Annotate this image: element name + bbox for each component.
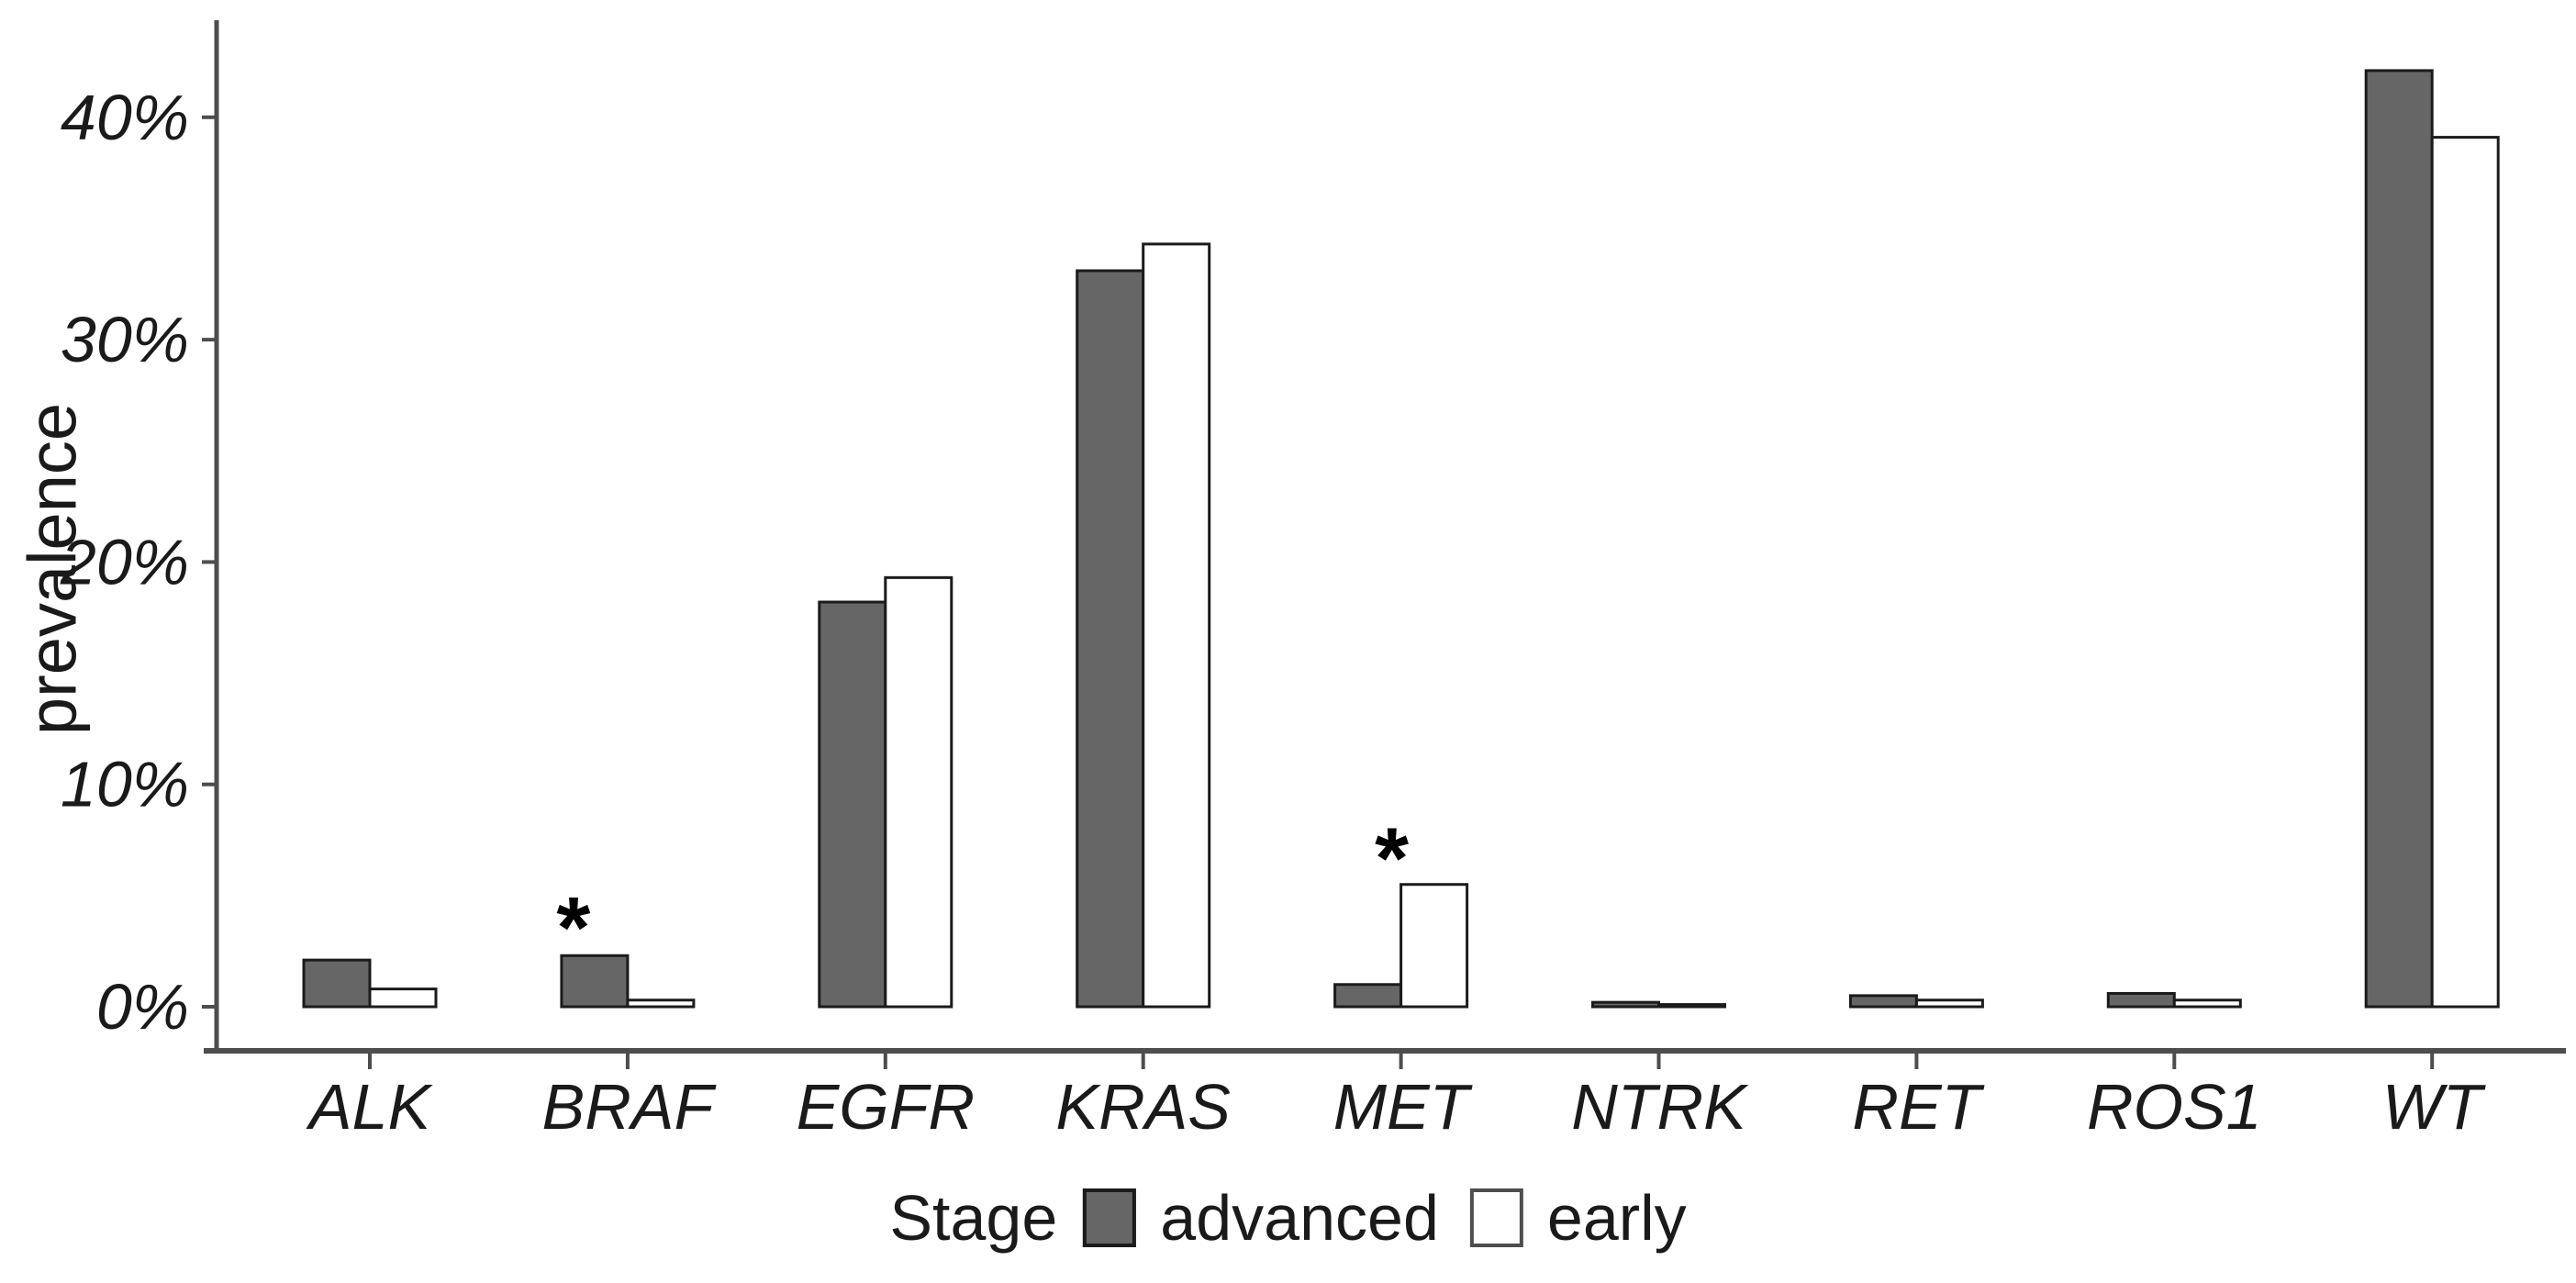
bar-kras-early <box>1142 242 1211 1009</box>
x-tick-label-ros1: ROS1 <box>2087 1071 2262 1143</box>
bar-kras-advanced <box>1076 269 1145 1009</box>
bar-ret-advanced <box>1848 994 1918 1009</box>
legend-item-label: early <box>1546 1182 1687 1254</box>
advanced-swatch-icon <box>1083 1188 1137 1247</box>
bar-ros1-advanced <box>2106 991 2176 1009</box>
bar-ntrk-advanced <box>1591 1000 1660 1009</box>
x-tick-label-kras: KRAS <box>1055 1071 1231 1143</box>
x-tick-label-ntrk: NTRK <box>1571 1071 1749 1143</box>
bar-ret-early <box>1914 999 1984 1009</box>
bar-met-advanced <box>1333 983 1403 1009</box>
axes-layer <box>202 20 2566 1069</box>
y-tick-label: 40% <box>61 82 189 153</box>
bar-egfr-advanced <box>818 600 887 1009</box>
x-tick-label-met: MET <box>1333 1071 1473 1143</box>
bar-ros1-early <box>2172 999 2242 1009</box>
x-tick-label-egfr: EGFR <box>797 1071 975 1143</box>
y-tick-label: 30% <box>61 304 189 375</box>
early-swatch-icon <box>1469 1188 1523 1247</box>
bar-alk-advanced <box>302 958 372 1009</box>
y-axis-title: prevalence <box>14 402 91 736</box>
bar-met-early <box>1400 883 1469 1009</box>
x-tick-label-wt: WT <box>2382 1071 2486 1143</box>
x-tick-label-alk: ALK <box>306 1071 434 1143</box>
legend-item-advanced: advanced <box>1083 1181 1439 1255</box>
bar-wt-advanced <box>2364 69 2434 1009</box>
y-tick-label: 0% <box>96 971 189 1043</box>
bar-alk-early <box>368 987 438 1009</box>
y-tick-label: 10% <box>61 749 189 820</box>
legend: Stage advanced early <box>889 1167 1686 1268</box>
bar-braf-advanced <box>560 954 630 1009</box>
bar-ntrk-early <box>1657 1003 1726 1009</box>
significance-asterisk-braf: * <box>556 879 590 976</box>
legend-item-early: early <box>1469 1181 1687 1255</box>
legend-item-label: advanced <box>1160 1182 1439 1254</box>
y-tick-label: 20% <box>60 526 189 597</box>
x-tick-label-braf: BRAF <box>542 1071 718 1143</box>
bar-wt-early <box>2430 136 2500 1009</box>
annotations-layer: ** <box>556 810 1409 976</box>
x-tick-label-ret: RET <box>1852 1071 1984 1143</box>
tick-labels-layer: 0% 10% 20% 30% 40% ALK BRAF EGFR KRAS MET NTRK RET R… <box>60 82 2486 1143</box>
bars-layer <box>302 69 2500 1009</box>
bar-braf-early <box>626 999 696 1009</box>
significance-asterisk-met: * <box>1375 810 1409 908</box>
legend-title: Stage <box>889 1182 1058 1254</box>
bar-egfr-early <box>884 575 953 1009</box>
